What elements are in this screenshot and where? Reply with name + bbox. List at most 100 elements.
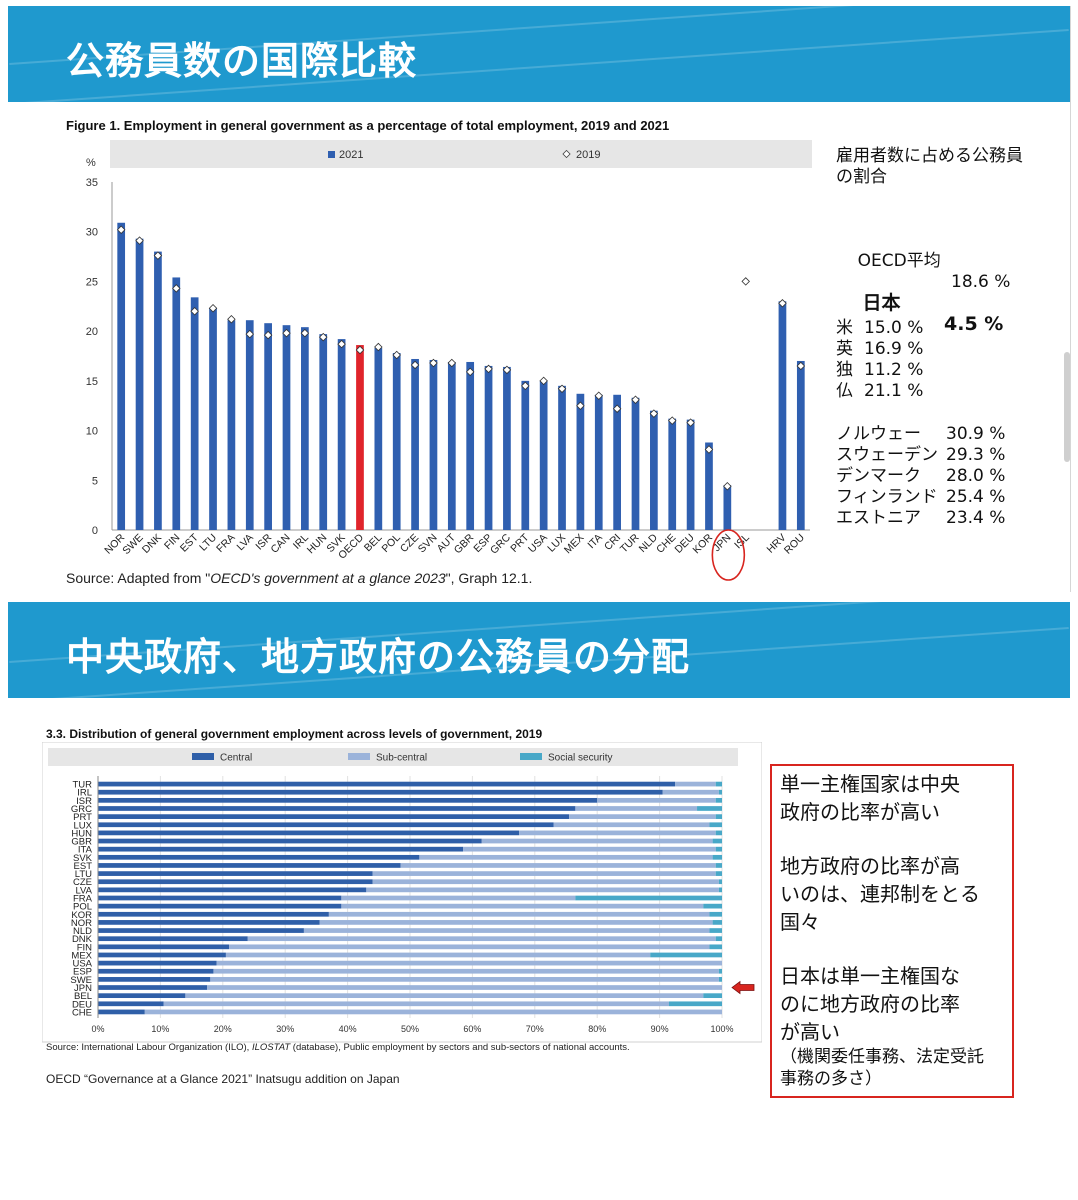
country-share-row: エストニア 23.4 %: [836, 508, 1005, 529]
country-label: 仏: [836, 381, 853, 401]
bar-2021: [613, 394, 621, 530]
bar-2021: [558, 385, 566, 530]
slide-title: 中央政府、地方政府の公務員の分配: [66, 635, 691, 679]
bar-2021: [484, 365, 493, 530]
x-tick-label: ROU: [782, 532, 807, 557]
bar-2021: [576, 393, 585, 530]
legend-label-2021: 2021: [339, 149, 363, 161]
bar-segment-sub-central: [210, 977, 719, 982]
x-tick-label: SVN: [416, 532, 440, 556]
bar-segment-sub-central: [372, 879, 719, 885]
bar-2021: [190, 297, 199, 530]
bar-segment-social-security: [575, 895, 722, 901]
bar-2021: [429, 359, 438, 530]
bar-segment-central: [98, 838, 482, 844]
bar-segment-central: [98, 960, 217, 966]
bar-2021: [117, 222, 126, 530]
bar-2021: [135, 238, 144, 530]
marker-2019: [686, 418, 695, 427]
marker-2019: [116, 225, 126, 234]
bar-2021: [374, 348, 383, 530]
marker-2019: [355, 345, 365, 355]
bar-segment-central: [98, 879, 373, 885]
note-japan: 日本は単一主権国な のに地方政府の比率 が高い: [780, 964, 960, 1044]
bar-segment-social-security: [712, 854, 722, 860]
bar-segment-sub-central: [372, 871, 716, 876]
y-tick-label: LTU: [75, 869, 92, 880]
bar-segment-sub-central: [144, 1009, 723, 1015]
figure-source: Source: Adapted from "OECD's government …: [66, 570, 533, 586]
scrollbar[interactable]: [1064, 352, 1070, 462]
bar-segment-sub-central: [225, 952, 651, 958]
y-tick-label: DNK: [72, 934, 93, 945]
marker-2019: [410, 360, 420, 370]
x-tick-label: 100%: [710, 1024, 733, 1034]
y-tick-label: ESP: [73, 967, 92, 978]
y-tick-label: SWE: [70, 975, 92, 986]
bar-segment-social-security: [709, 822, 722, 828]
bar-segment-sub-central: [341, 895, 576, 901]
bar-segment-central: [98, 920, 320, 925]
country-label: フィンランド: [836, 487, 938, 507]
bar-segment-sub-central: [662, 789, 719, 795]
legend-swatch: [520, 753, 542, 760]
y-tick-label: 25: [86, 276, 98, 288]
legend-label-2019: 2019: [576, 149, 600, 161]
bar-segment-central: [98, 968, 214, 974]
bar-segment-sub-central: [229, 944, 710, 950]
legend-swatch-2021: [328, 151, 335, 158]
x-tick-label: FRA: [214, 532, 237, 555]
title-banner: 中央政府、地方政府の公務員の分配: [8, 602, 1070, 698]
marker-2019: [576, 401, 585, 410]
marker-2019: [190, 307, 199, 316]
bar-2021: [392, 353, 401, 530]
country-share-value: 29.3 %: [946, 445, 1006, 465]
bar-segment-central: [98, 789, 663, 795]
bar-segment-social-security: [715, 814, 722, 819]
x-tick-label: 0%: [91, 1024, 104, 1034]
x-tick-label: FIN: [162, 532, 182, 552]
country-share-value: 21.1 %: [864, 381, 924, 401]
annotation-box: 単一主権国家は中央 政府の比率が高い 地方政府の比率が高 いのは、連邦制をとる …: [770, 764, 1014, 1098]
bar-2021: [319, 334, 328, 530]
bar-segment-sub-central: [366, 887, 719, 893]
marker-2019: [484, 364, 493, 374]
country-share-row: スウェーデン 29.3 %: [836, 445, 1005, 466]
marker-2019: [208, 304, 218, 313]
marker-2019: [318, 332, 328, 342]
title-banner: 公務員数の国際比較: [8, 6, 1070, 102]
x-tick-label: MEX: [562, 532, 587, 557]
japan-highlight-circle: [711, 529, 746, 581]
bar-segment-central: [98, 1001, 164, 1007]
bar-2021: [796, 360, 805, 530]
x-tick-label: USA: [526, 532, 550, 556]
legend-label: Central: [220, 753, 252, 764]
y-tick-label: 0: [92, 525, 98, 537]
bar-segment-central: [98, 911, 329, 917]
slide-employment-comparison: 公務員数の国際比較 Figure 1. Employment in genera…: [8, 6, 1071, 592]
legend-swatch: [348, 753, 370, 760]
x-tick-label: 60%: [463, 1024, 481, 1034]
marker-2019: [337, 339, 346, 349]
marker-2019: [631, 395, 640, 404]
oecd-average-value: 18.6 %: [951, 272, 1011, 292]
x-tick-label: 90%: [651, 1024, 669, 1034]
marker-2019: [227, 314, 236, 324]
y-tick-label: GBR: [71, 837, 92, 848]
x-tick-label: DNK: [140, 532, 164, 556]
japan-row: 日本 4.5 %: [836, 272, 1003, 356]
y-tick-label: FRA: [73, 894, 93, 905]
bar-segment-central: [98, 830, 520, 836]
bar-2021: [539, 380, 548, 530]
country-share-row: 英 16.9 %: [836, 339, 923, 360]
bar-segment-central: [98, 903, 342, 909]
x-tick-label: NLD: [637, 531, 661, 555]
marker-2019: [263, 330, 273, 340]
y-tick-label: TUR: [72, 780, 92, 791]
bar-segment-social-security: [718, 887, 722, 893]
bar-segment-social-security: [715, 936, 722, 942]
bar-segment-sub-central: [163, 1001, 669, 1007]
marker-2019: [704, 445, 714, 454]
y-tick-label: ISR: [76, 796, 92, 807]
bar-2021: [650, 410, 658, 530]
